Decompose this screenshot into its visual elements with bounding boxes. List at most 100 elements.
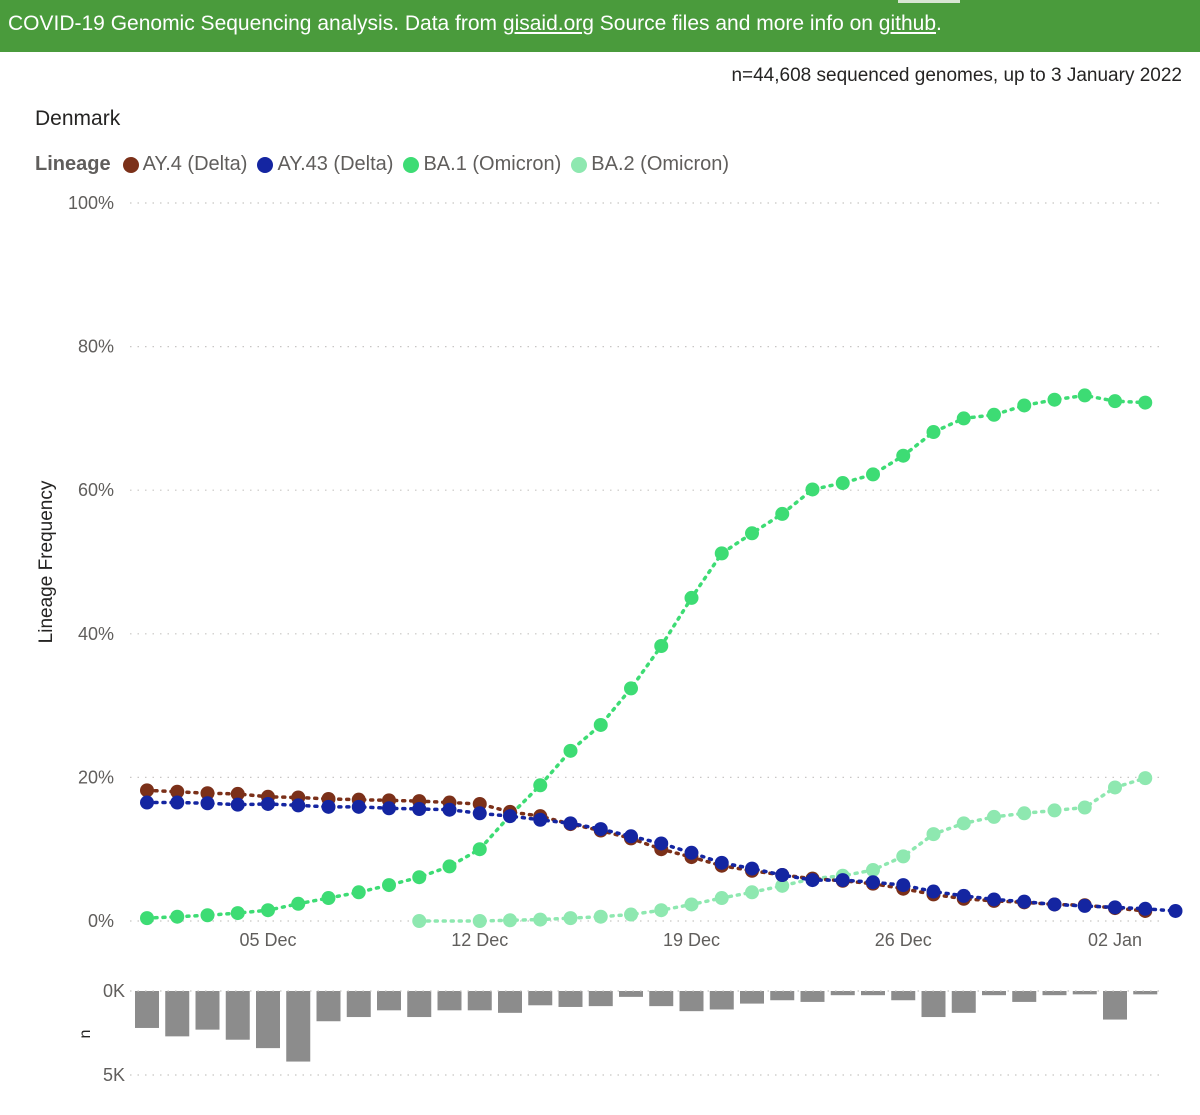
legend-item-ay4[interactable]: AY.4 (Delta) bbox=[122, 153, 247, 176]
data-point-ba1[interactable] bbox=[866, 467, 880, 482]
data-point-ba1[interactable] bbox=[1017, 398, 1032, 413]
data-point-ba2[interactable] bbox=[956, 816, 971, 831]
legend-item-ay43[interactable]: AY.43 (Delta) bbox=[257, 153, 393, 176]
data-point-ba2[interactable] bbox=[1138, 771, 1153, 786]
sample-count-bar[interactable] bbox=[165, 991, 190, 1037]
sample-count-bar[interactable] bbox=[1133, 991, 1158, 995]
data-point-ay43[interactable] bbox=[866, 875, 880, 890]
sample-count-bar[interactable] bbox=[286, 991, 311, 1062]
sample-count-bar[interactable] bbox=[891, 991, 916, 1001]
data-point-ay43[interactable] bbox=[956, 888, 971, 903]
data-point-ba2[interactable] bbox=[472, 914, 487, 928]
sample-count-bar[interactable] bbox=[1012, 991, 1037, 1002]
data-point-ba1[interactable] bbox=[200, 908, 215, 923]
data-point-ay43[interactable] bbox=[472, 806, 487, 821]
data-point-ba1[interactable] bbox=[714, 546, 729, 561]
data-point-ba1[interactable] bbox=[412, 870, 427, 885]
data-point-ay43[interactable] bbox=[291, 798, 306, 813]
sample-count-bar[interactable] bbox=[830, 991, 855, 996]
data-point-ay43[interactable] bbox=[563, 816, 578, 831]
data-point-ba1[interactable] bbox=[1138, 395, 1153, 410]
data-point-ay43[interactable] bbox=[593, 822, 608, 837]
data-point-ba1[interactable] bbox=[1047, 392, 1062, 407]
data-point-ay43[interactable] bbox=[503, 809, 517, 824]
data-point-ay43[interactable] bbox=[140, 795, 154, 810]
data-point-ba1[interactable] bbox=[563, 743, 578, 758]
data-point-ay43[interactable] bbox=[745, 861, 759, 876]
data-point-ay43[interactable] bbox=[1077, 898, 1092, 913]
data-point-ay43[interactable] bbox=[200, 796, 215, 811]
sample-count-bar[interactable] bbox=[1072, 991, 1097, 995]
data-point-ba2[interactable] bbox=[412, 914, 427, 928]
sample-count-bar[interactable] bbox=[649, 991, 674, 1007]
sample-count-bar[interactable] bbox=[316, 991, 341, 1022]
data-point-ba2[interactable] bbox=[745, 885, 759, 900]
data-point-ba2[interactable] bbox=[684, 897, 699, 912]
sample-count-bar[interactable] bbox=[709, 991, 734, 1010]
sample-count-bar[interactable] bbox=[467, 991, 492, 1011]
data-point-ba2[interactable] bbox=[987, 809, 1001, 824]
data-point-ay4[interactable] bbox=[170, 784, 185, 799]
sample-count-bar[interactable] bbox=[588, 991, 613, 1007]
sample-count-bar[interactable] bbox=[619, 991, 643, 997]
data-point-ay43[interactable] bbox=[442, 802, 457, 817]
data-point-ay43[interactable] bbox=[624, 829, 638, 844]
sample-count-bar[interactable] bbox=[407, 991, 432, 1018]
gisaid-link[interactable]: gisaid.org bbox=[502, 12, 594, 35]
data-point-ay43[interactable] bbox=[1168, 903, 1183, 918]
data-point-ba2[interactable] bbox=[624, 907, 638, 922]
data-point-ay4[interactable] bbox=[230, 786, 245, 801]
sample-count-bar[interactable] bbox=[861, 991, 885, 996]
data-point-ba2[interactable] bbox=[866, 863, 880, 878]
data-point-ba2[interactable] bbox=[654, 903, 669, 918]
data-point-ay43[interactable] bbox=[775, 868, 790, 883]
data-point-ay43[interactable] bbox=[533, 812, 548, 827]
sample-count-bar[interactable] bbox=[740, 991, 764, 1004]
sample-count-bar[interactable] bbox=[346, 991, 371, 1018]
data-point-ay43[interactable] bbox=[805, 873, 820, 888]
data-point-ay43[interactable] bbox=[835, 873, 850, 888]
data-point-ba1[interactable] bbox=[170, 909, 185, 924]
sample-count-bar[interactable] bbox=[377, 991, 401, 1011]
data-point-ba1[interactable] bbox=[624, 681, 638, 696]
data-point-ba2[interactable] bbox=[714, 891, 729, 906]
data-point-ba1[interactable] bbox=[291, 896, 306, 911]
data-point-ba1[interactable] bbox=[261, 903, 275, 918]
data-point-ba1[interactable] bbox=[140, 911, 154, 926]
github-link[interactable]: github bbox=[878, 12, 936, 35]
data-point-ba1[interactable] bbox=[745, 526, 759, 541]
legend-item-ba1[interactable]: BA.1 (Omicron) bbox=[403, 153, 561, 176]
data-point-ba2[interactable] bbox=[593, 909, 608, 924]
data-point-ay43[interactable] bbox=[926, 884, 941, 899]
sample-count-bar[interactable] bbox=[679, 991, 704, 1012]
data-point-ba1[interactable] bbox=[472, 842, 487, 857]
sample-count-bar[interactable] bbox=[225, 991, 250, 1040]
data-point-ba2[interactable] bbox=[1077, 800, 1092, 815]
data-point-ay4[interactable] bbox=[140, 783, 154, 798]
data-point-ba1[interactable] bbox=[533, 778, 548, 793]
data-point-ay43[interactable] bbox=[1108, 900, 1122, 915]
data-point-ba1[interactable] bbox=[321, 891, 336, 906]
data-point-ay43[interactable] bbox=[261, 796, 275, 811]
data-point-ba1[interactable] bbox=[654, 639, 669, 654]
data-point-ba1[interactable] bbox=[684, 590, 699, 605]
sample-count-bar[interactable] bbox=[951, 991, 976, 1013]
data-point-ba1[interactable] bbox=[593, 717, 608, 732]
data-point-ba2[interactable] bbox=[503, 913, 517, 928]
data-point-ba1[interactable] bbox=[956, 411, 971, 426]
sample-count-bar[interactable] bbox=[800, 991, 825, 1002]
data-point-ba1[interactable] bbox=[926, 425, 941, 440]
data-point-ay43[interactable] bbox=[351, 799, 366, 814]
sample-count-bar[interactable] bbox=[528, 991, 553, 1006]
data-point-ba2[interactable] bbox=[775, 878, 790, 893]
legend-item-ba2[interactable]: BA.2 (Omicron) bbox=[571, 153, 729, 176]
sample-count-bar[interactable] bbox=[982, 991, 1006, 996]
data-point-ay43[interactable] bbox=[654, 836, 669, 851]
data-point-ba2[interactable] bbox=[896, 849, 911, 864]
data-point-ay43[interactable] bbox=[1138, 901, 1153, 916]
data-point-ba1[interactable] bbox=[230, 906, 245, 921]
data-point-ba1[interactable] bbox=[442, 859, 457, 874]
data-point-ba1[interactable] bbox=[1108, 394, 1122, 409]
data-point-ay43[interactable] bbox=[321, 799, 336, 814]
sample-count-bar[interactable] bbox=[256, 991, 280, 1049]
